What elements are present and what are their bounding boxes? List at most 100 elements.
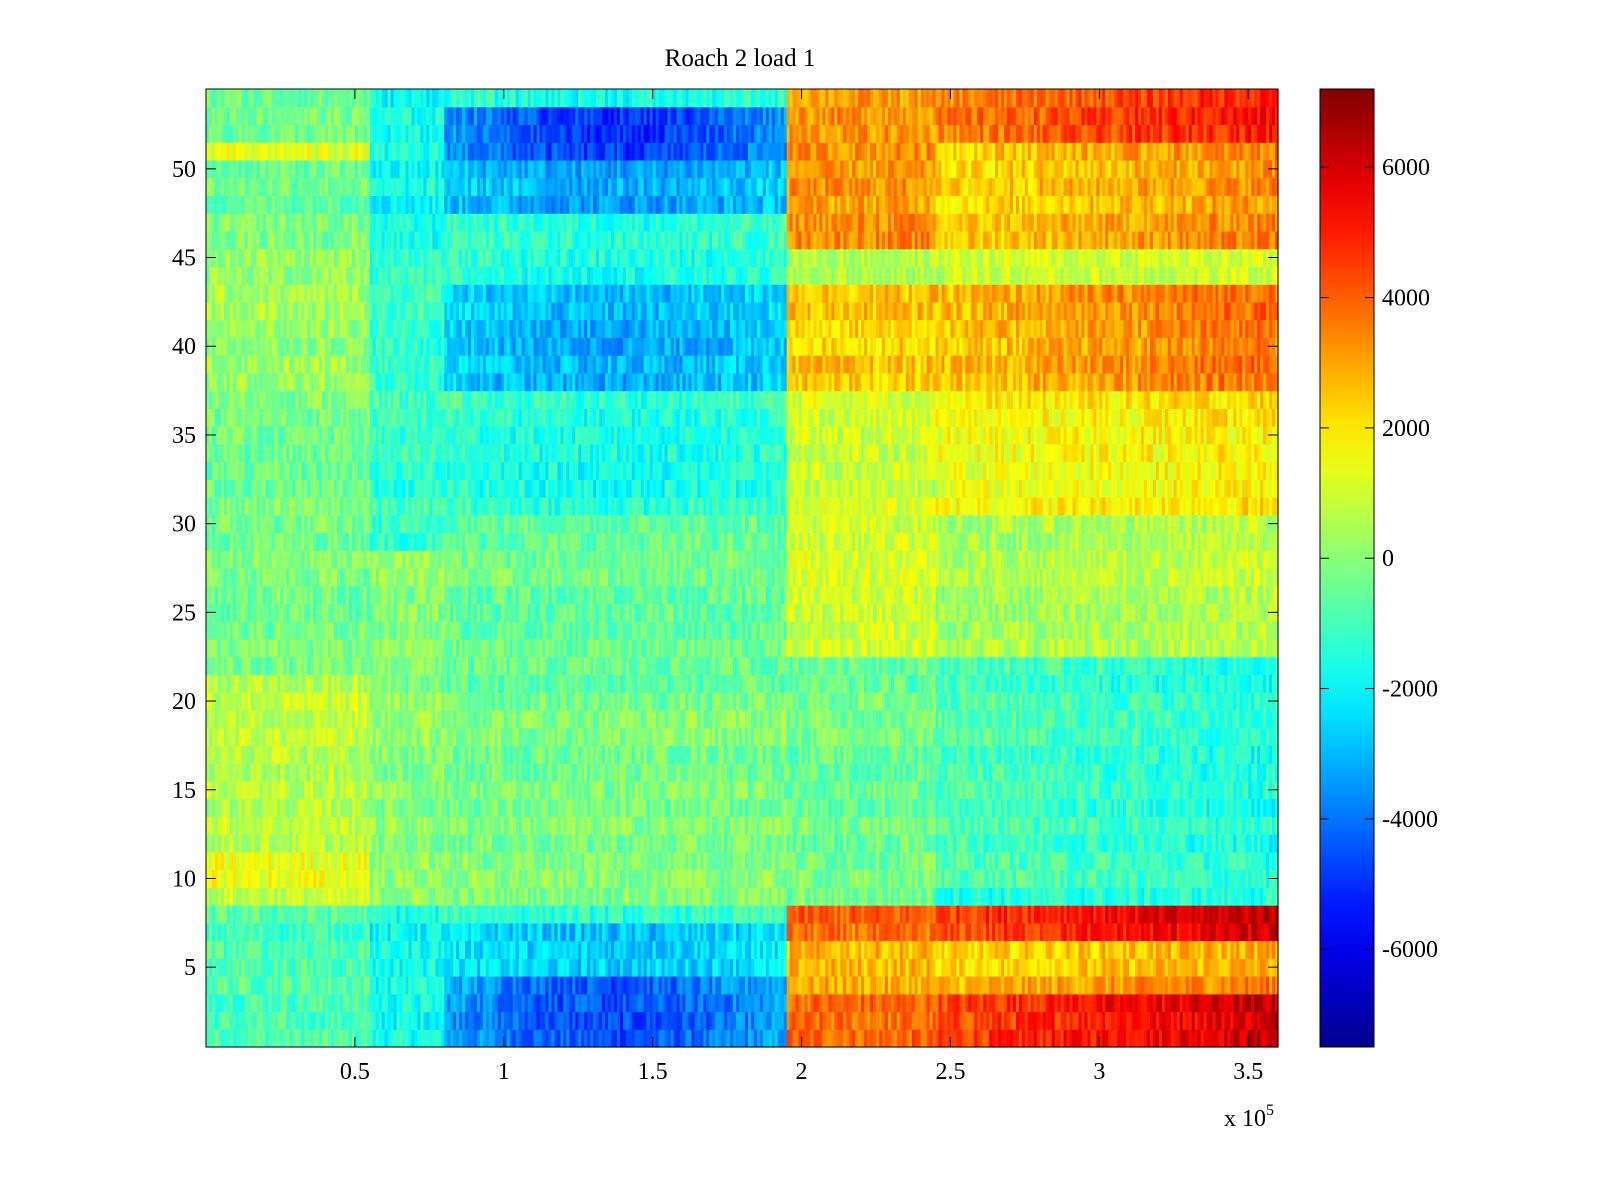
heatmap-cell	[1167, 905, 1172, 924]
heatmap-cell	[709, 976, 713, 995]
heatmap-cell	[938, 1011, 943, 1030]
heatmap-cell	[724, 816, 728, 835]
heatmap-cell	[369, 905, 374, 924]
heatmap-cell	[736, 798, 740, 817]
heatmap-cell	[229, 1011, 234, 1030]
heatmap-cell	[295, 869, 299, 888]
heatmap-cell	[831, 993, 835, 1013]
heatmap-cell	[414, 940, 419, 959]
heatmap-cell	[1111, 798, 1115, 817]
heatmap-cell	[1161, 887, 1166, 906]
heatmap-cell	[548, 1029, 553, 1048]
heatmap-cell	[643, 958, 648, 977]
heatmap-cell	[482, 905, 487, 924]
heatmap-cell	[825, 940, 829, 959]
heatmap-cell	[998, 993, 1002, 1013]
heatmap-cell	[1096, 798, 1100, 817]
heatmap-cell	[878, 869, 883, 888]
heatmap-cell	[1057, 958, 1062, 977]
heatmap-cell	[941, 922, 946, 942]
heatmap-cell	[1236, 851, 1240, 871]
heatmap-cell	[1084, 958, 1089, 977]
heatmap-cell	[1105, 905, 1109, 924]
heatmap-cell	[1203, 958, 1208, 977]
heatmap-cell	[685, 905, 689, 924]
heatmap-cell	[465, 958, 469, 977]
heatmap-cell	[396, 922, 401, 942]
heatmap-cell	[1126, 940, 1130, 959]
heatmap-cell	[1179, 1011, 1184, 1030]
heatmap-cell	[1161, 905, 1166, 924]
heatmap-cell	[953, 958, 957, 977]
heatmap-cell	[521, 887, 526, 906]
heatmap-cell	[316, 993, 320, 1013]
heatmap-cell	[715, 834, 719, 853]
heatmap-cell	[1215, 1029, 1220, 1048]
heatmap-cell	[1227, 851, 1231, 871]
heatmap-cell	[450, 1029, 454, 1048]
heatmap-cell	[950, 922, 955, 942]
heatmap-cell	[283, 816, 287, 835]
heatmap-cell	[747, 887, 752, 906]
heatmap-cell	[923, 834, 928, 853]
heatmap-cell	[560, 834, 564, 853]
heatmap-cell	[1179, 887, 1184, 906]
heatmap-cell	[771, 834, 776, 853]
heatmap-cell	[420, 940, 424, 959]
heatmap-cell	[390, 851, 395, 871]
heatmap-cell	[1111, 958, 1115, 977]
heatmap-cell	[1230, 993, 1234, 1013]
heatmap-cell	[679, 1011, 684, 1030]
heatmap-cell	[348, 940, 353, 959]
heatmap-cell	[1093, 993, 1097, 1013]
heatmap-cell	[917, 851, 922, 871]
heatmap-cell	[420, 958, 424, 977]
heatmap-cell	[1012, 905, 1017, 924]
heatmap-cell	[289, 816, 293, 835]
heatmap-cell	[471, 798, 475, 817]
heatmap-cell	[932, 1011, 937, 1030]
heatmap-cell	[709, 887, 713, 906]
heatmap-cell	[271, 922, 276, 942]
heatmap-cell	[840, 851, 844, 871]
heatmap-cell	[420, 976, 424, 995]
heatmap-cell	[596, 887, 600, 906]
heatmap-cell	[914, 1011, 919, 1030]
heatmap-cell	[1069, 1029, 1074, 1048]
heatmap-cell	[289, 798, 293, 817]
heatmap-cell	[1269, 851, 1273, 871]
heatmap-cell	[658, 958, 663, 977]
heatmap-cell	[777, 922, 782, 942]
heatmap-cell	[1200, 976, 1205, 995]
heatmap-cell	[739, 958, 743, 977]
heatmap-cell	[206, 1029, 210, 1048]
heatmap-cell	[1191, 1029, 1196, 1048]
heatmap-cell	[1242, 851, 1246, 871]
heatmap-cell	[1099, 1029, 1103, 1048]
heatmap-cell	[911, 993, 916, 1013]
heatmap-cell	[959, 958, 963, 977]
heatmap-cell	[661, 869, 666, 888]
heatmap-cell	[509, 940, 514, 959]
heatmap-cell	[870, 1029, 874, 1048]
heatmap-cell	[578, 940, 582, 959]
heatmap-cell	[435, 905, 439, 924]
heatmap-cell	[378, 958, 383, 977]
heatmap-cell	[700, 816, 704, 835]
heatmap-cell	[974, 922, 978, 942]
heatmap-cell	[244, 1029, 249, 1048]
heatmap-cell	[560, 940, 564, 959]
heatmap-cell	[462, 887, 466, 906]
heatmap-cell	[1123, 958, 1127, 977]
heatmap-cell	[962, 922, 966, 942]
heatmap-cell	[968, 922, 972, 942]
heatmap-cell	[286, 851, 290, 871]
heatmap-cell	[396, 1029, 401, 1048]
heatmap-cell	[804, 976, 809, 995]
heatmap-cell	[804, 798, 809, 817]
heatmap-cell	[605, 887, 609, 906]
heatmap-cell	[637, 834, 642, 853]
heatmap-cell	[1069, 816, 1074, 835]
heatmap-cell	[262, 922, 267, 942]
heatmap-cell	[1123, 976, 1127, 995]
